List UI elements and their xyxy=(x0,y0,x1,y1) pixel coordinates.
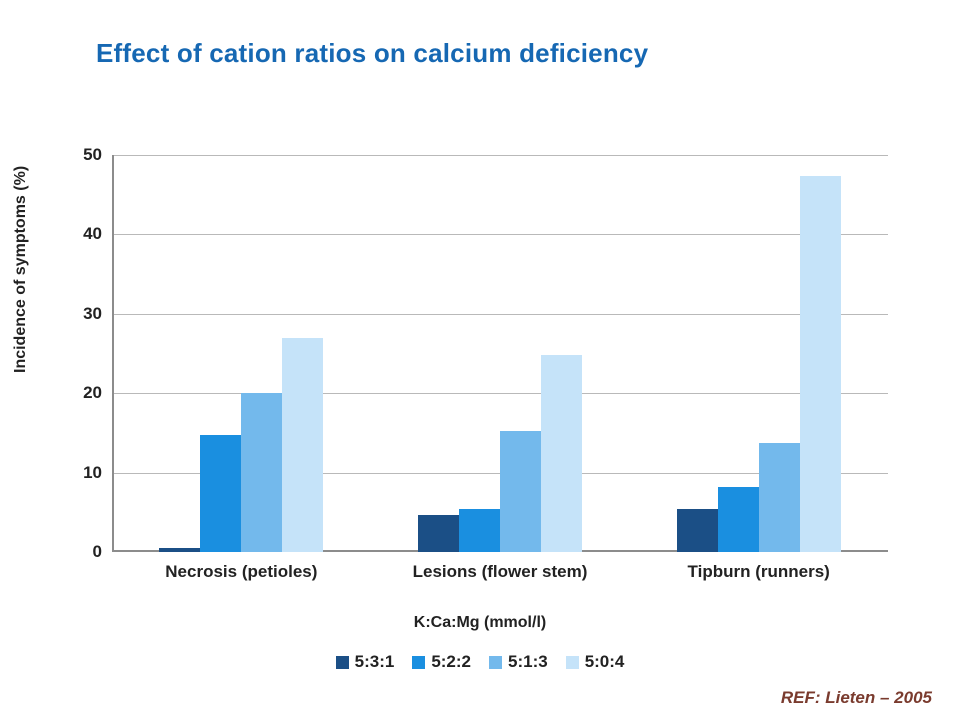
x-axis-label: K:Ca:Mg (mmol/l) xyxy=(413,614,547,631)
y-axis-label: Incidence of symptoms (%) xyxy=(12,165,29,373)
reference-note: REF: Lieten – 2005 xyxy=(780,688,932,707)
page-title: Effect of cation ratios on calcium defic… xyxy=(96,38,649,68)
legend-swatch-icon xyxy=(412,655,426,669)
bar-5-1-3 xyxy=(758,443,800,552)
bar-5-0-4 xyxy=(799,176,841,552)
legend-label: 5:2:2 xyxy=(431,652,471,671)
y-tick-30: 30 xyxy=(83,303,102,323)
bar-group-necrosis xyxy=(112,155,371,552)
bar-5-3-1 xyxy=(159,548,201,552)
bar-5-2-2 xyxy=(459,509,500,552)
y-tick-40: 40 xyxy=(83,224,102,244)
legend-swatch-icon xyxy=(565,655,579,669)
chart-legend: 5:3:1 5:2:2 5:1:3 5:0:4 xyxy=(0,652,960,672)
legend-item-5-0-4: 5:0:4 xyxy=(565,652,625,672)
plot-area: 50 40 30 20 10 0 xyxy=(83,145,888,561)
legend-item-5-2-2: 5:2:2 xyxy=(412,652,471,672)
legend-label: 5:0:4 xyxy=(584,652,625,671)
bar-5-1-3 xyxy=(241,393,283,552)
x-axis-category-labels: Necrosis (petioles) Lesions (flower stem… xyxy=(112,562,888,582)
x-category-lesions: Lesions (flower stem) xyxy=(412,562,588,581)
legend-item-5-1-3: 5:1:3 xyxy=(489,652,548,672)
bar-groups xyxy=(112,155,888,552)
y-tick-20: 20 xyxy=(83,383,102,403)
bar-5-2-2 xyxy=(717,486,759,552)
y-tick-50: 50 xyxy=(83,145,102,164)
bar-group-lesions xyxy=(371,155,630,552)
x-category-tipburn: Tipburn (runners) xyxy=(687,562,830,581)
y-tick-10: 10 xyxy=(83,462,102,482)
legend-swatch-icon xyxy=(335,655,349,669)
y-tick-0: 0 xyxy=(92,542,102,561)
bar-5-3-1 xyxy=(418,514,459,552)
gridline-20 xyxy=(112,393,888,395)
gridline-40 xyxy=(112,234,888,236)
bar-5-0-4 xyxy=(282,337,324,552)
bar-5-2-2 xyxy=(200,434,242,552)
legend-label: 5:1:3 xyxy=(508,652,548,671)
y-axis-line xyxy=(112,155,114,552)
legend-swatch-icon xyxy=(489,655,502,669)
bar-5-0-4 xyxy=(541,355,582,552)
x-category-necrosis: Necrosis (petioles) xyxy=(165,562,318,581)
legend-label: 5:3:1 xyxy=(354,652,395,671)
bar-group-tipburn xyxy=(629,155,888,552)
bar-5-1-3 xyxy=(500,431,541,552)
bar-5-3-1 xyxy=(676,509,718,552)
gridline-30 xyxy=(112,313,888,315)
gridline-50 xyxy=(112,155,888,156)
legend-item-5-3-1: 5:3:1 xyxy=(335,652,395,672)
